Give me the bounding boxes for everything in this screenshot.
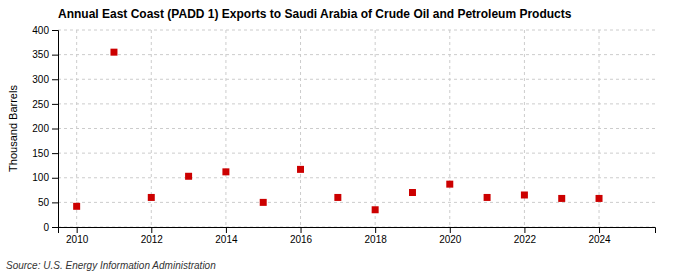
title: Annual East Coast (PADD 1) Exports to Sa… bbox=[58, 7, 572, 21]
x-tick-mark bbox=[375, 227, 376, 233]
y-grid-line bbox=[58, 103, 655, 104]
point bbox=[110, 49, 117, 56]
y-tick-mark bbox=[52, 79, 58, 80]
y-tick: 350 bbox=[32, 49, 58, 60]
point bbox=[446, 181, 453, 188]
x-tick-label: 2024 bbox=[588, 234, 611, 245]
x-grid-line bbox=[375, 30, 376, 227]
y-tick-mark bbox=[52, 153, 58, 154]
y-tick-label: 400 bbox=[32, 25, 49, 36]
x-tick: 2022 bbox=[514, 227, 537, 245]
plot-area: 2010 2012 2014 2016 2018 2020 2022 2024 0 50 100 15… bbox=[32, 25, 655, 245]
y-axis-title: Thousand Barrels bbox=[7, 85, 19, 172]
point bbox=[409, 189, 416, 196]
y-tick: 400 bbox=[32, 25, 58, 36]
y-tick-label: 150 bbox=[32, 148, 49, 159]
y-tick-label: 200 bbox=[32, 123, 49, 134]
y-tick-mark bbox=[52, 55, 58, 56]
x-tick-mark bbox=[450, 227, 451, 233]
x-tick: 2020 bbox=[439, 227, 462, 245]
x-tick-mark bbox=[77, 227, 78, 233]
y-grid-line bbox=[58, 79, 655, 80]
y-axis-line bbox=[52, 31, 59, 228]
y-tick: 200 bbox=[32, 123, 58, 134]
y-grid-line bbox=[58, 128, 655, 129]
chart-svg: 2010 2012 2014 2016 2018 2020 2022 2024 0 50 100 15… bbox=[0, 0, 675, 275]
x-grid-line bbox=[449, 30, 450, 227]
y-tick-mark bbox=[52, 104, 58, 105]
y-grid-line bbox=[58, 153, 655, 154]
x-grid-line bbox=[300, 30, 301, 227]
point bbox=[558, 195, 565, 202]
y-tick: 100 bbox=[32, 172, 58, 183]
point bbox=[185, 173, 192, 180]
x-tick-mark bbox=[151, 227, 152, 233]
y-axis: 0 50 100 150 200 250 300 350 400 bbox=[32, 25, 58, 233]
x-tick-mark bbox=[301, 227, 302, 233]
y-tick-label: 100 bbox=[32, 172, 49, 183]
source-note: Source: U.S. Energy Information Administ… bbox=[6, 260, 216, 271]
y-tick: 0 bbox=[43, 222, 58, 233]
x-tick-label: 2012 bbox=[141, 234, 164, 245]
point bbox=[372, 206, 379, 213]
x-tick: 2014 bbox=[215, 227, 238, 245]
x-tick-label: 2022 bbox=[514, 234, 537, 245]
points bbox=[73, 49, 602, 214]
y-tick: 250 bbox=[32, 99, 58, 110]
y-tick-label: 50 bbox=[38, 197, 50, 208]
x-tick: 2010 bbox=[66, 227, 89, 245]
grid bbox=[58, 30, 655, 227]
x-tick-label: 2014 bbox=[215, 234, 238, 245]
y-tick-label: 250 bbox=[32, 99, 49, 110]
y-grid-line bbox=[58, 30, 655, 31]
x-tick: 2016 bbox=[290, 227, 313, 245]
x-tick-mark bbox=[226, 227, 227, 233]
x-tick-label: 2010 bbox=[66, 234, 89, 245]
y-tick: 50 bbox=[38, 197, 58, 208]
chart-container: 2010 2012 2014 2016 2018 2020 2022 2024 0 50 100 15… bbox=[0, 0, 675, 275]
y-grid-line bbox=[58, 54, 655, 55]
x-tick-label: 2016 bbox=[290, 234, 313, 245]
y-grid-line bbox=[58, 202, 655, 203]
x-tick-label: 2020 bbox=[439, 234, 462, 245]
y-tick: 300 bbox=[32, 74, 58, 85]
x-tick-label: 2018 bbox=[365, 234, 388, 245]
y-tick-mark bbox=[52, 178, 58, 179]
point bbox=[334, 194, 341, 201]
point bbox=[484, 194, 491, 201]
x-grid-line bbox=[76, 30, 77, 227]
x-tick-mark bbox=[524, 227, 525, 233]
point bbox=[596, 195, 603, 202]
y-tick-label: 0 bbox=[43, 222, 49, 233]
point bbox=[73, 203, 80, 210]
x-grid-line bbox=[225, 30, 226, 227]
x-tick: 2024 bbox=[588, 227, 611, 245]
x-tick-mark bbox=[599, 227, 600, 233]
y-tick-mark bbox=[52, 227, 58, 228]
y-tick-label: 300 bbox=[32, 74, 49, 85]
point bbox=[148, 194, 155, 201]
point bbox=[222, 168, 229, 175]
x-tick: 2012 bbox=[141, 227, 164, 245]
y-tick-mark bbox=[52, 30, 58, 31]
y-tick-label: 350 bbox=[32, 49, 49, 60]
point bbox=[260, 199, 267, 206]
y-grid-line bbox=[58, 177, 655, 178]
y-tick-mark bbox=[52, 202, 58, 203]
y-tick-mark bbox=[52, 129, 58, 130]
x-axis: 2010 2012 2014 2016 2018 2020 2022 2024 bbox=[59, 227, 656, 245]
x-tick: 2018 bbox=[365, 227, 388, 245]
point bbox=[297, 166, 304, 173]
y-tick: 150 bbox=[32, 148, 58, 159]
point bbox=[521, 191, 528, 198]
x-axis-line bbox=[59, 228, 656, 234]
